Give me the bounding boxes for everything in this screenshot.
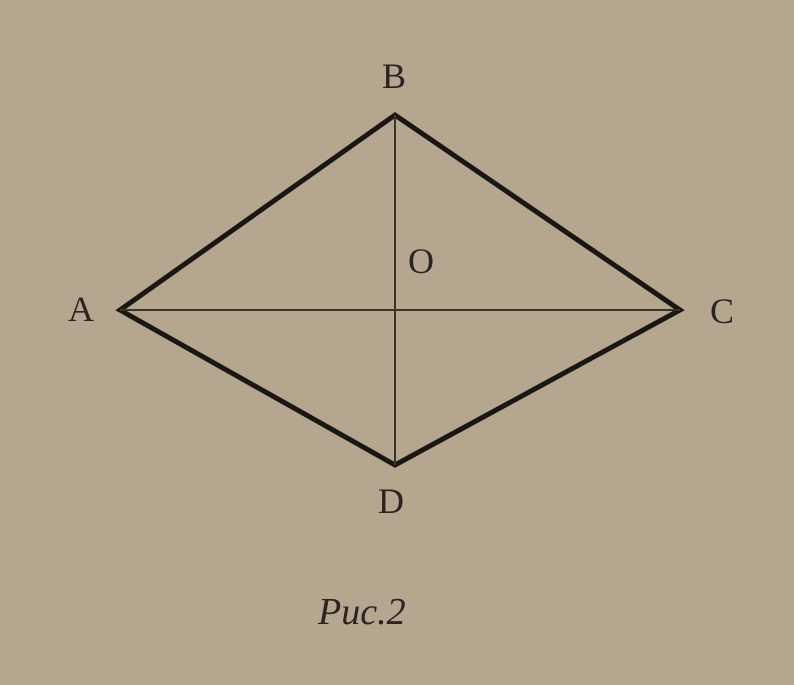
center-label-o: O <box>408 240 434 282</box>
vertex-label-c: C <box>710 290 734 332</box>
vertex-label-b: B <box>382 55 406 97</box>
rhombus-outline <box>120 115 680 465</box>
geometry-svg <box>0 0 794 680</box>
vertex-label-a: A <box>68 288 94 330</box>
rhombus-diagram: A B C D O Рис.2 <box>0 0 794 680</box>
vertex-label-d: D <box>378 480 404 522</box>
figure-caption: Рис.2 <box>318 590 406 634</box>
